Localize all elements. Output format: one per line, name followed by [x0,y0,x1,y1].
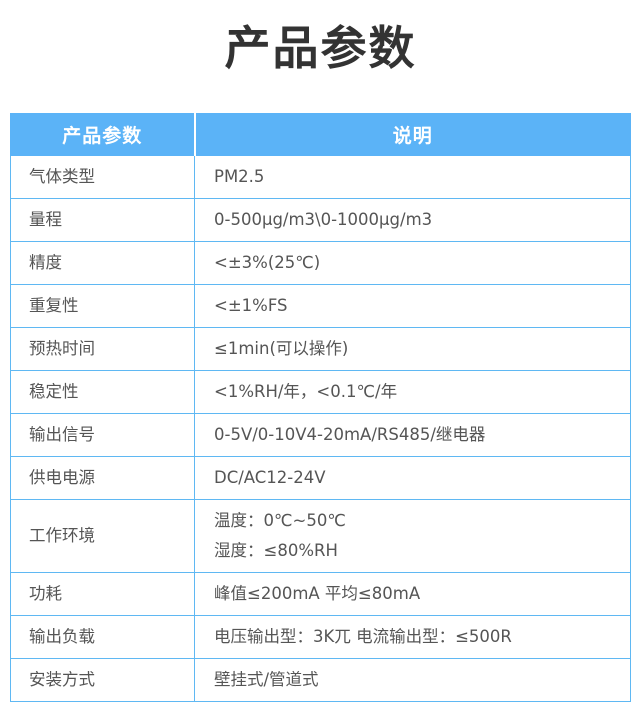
column-header-parameter: 产品参数 [10,113,196,156]
value-line: 温度：0℃~50℃ [214,511,346,530]
column-header-description: 说明 [194,113,631,156]
product-spec-table: 产品参数 说明 气体类型 PM2.5 量程 0-500μg/m3\0-1000μg/m… [10,113,631,702]
table-row: 精度 <±3%(25℃) [10,241,631,285]
param-cell: 量程 [10,198,195,242]
param-cell: 供电电源 [10,456,195,500]
param-cell: 重复性 [10,284,195,328]
param-cell: 工作环境 [10,499,195,573]
page-title: 产品参数 [224,21,417,75]
value-cell: ≤1min(可以操作) [194,327,631,371]
value-cell: 电压输出型：3K兀 电流输出型：≤500R [194,615,631,659]
value-cell: 温度：0℃~50℃ 湿度：≤80%RH [194,499,631,573]
value-cell: DC/AC12-24V [194,456,631,500]
param-cell: 功耗 [10,572,195,616]
value-cell: 0-500μg/m3\0-1000μg/m3 [194,198,631,242]
value-cell: 0-5V/0-10V4-20mA/RS485/继电器 [194,413,631,457]
value-cell: 壁挂式/管道式 [194,658,631,702]
table-row: 重复性 <±1%FS [10,284,631,328]
value-line: 湿度：≤80%RH [214,541,338,560]
param-cell: 气体类型 [10,155,195,199]
value-cell: <1%RH/年，<0.1℃/年 [194,370,631,414]
value-cell: PM2.5 [194,155,631,199]
table-row: 供电电源 DC/AC12-24V [10,456,631,500]
param-cell: 安装方式 [10,658,195,702]
table-body: 气体类型 PM2.5 量程 0-500μg/m3\0-1000μg/m3 精度 <±3%(… [10,155,631,702]
value-cell: <±3%(25℃) [194,241,631,285]
param-cell: 输出负载 [10,615,195,659]
table-row: 输出负载 电压输出型：3K兀 电流输出型：≤500R [10,615,631,659]
table-header-row: 产品参数 说明 [10,113,631,156]
table-row: 工作环境 温度：0℃~50℃ 湿度：≤80%RH [10,499,631,573]
table-row: 气体类型 PM2.5 [10,155,631,199]
table-row: 稳定性 <1%RH/年，<0.1℃/年 [10,370,631,414]
value-cell: 峰值≤200mA 平均≤80mA [194,572,631,616]
param-cell: 预热时间 [10,327,195,371]
table-row: 输出信号 0-5V/0-10V4-20mA/RS485/继电器 [10,413,631,457]
param-cell: 稳定性 [10,370,195,414]
table-row: 功耗 峰值≤200mA 平均≤80mA [10,572,631,616]
param-cell: 精度 [10,241,195,285]
table-row: 量程 0-500μg/m3\0-1000μg/m3 [10,198,631,242]
table-row: 预热时间 ≤1min(可以操作) [10,327,631,371]
table-row: 安装方式 壁挂式/管道式 [10,658,631,702]
value-cell: <±1%FS [194,284,631,328]
param-cell: 输出信号 [10,413,195,457]
